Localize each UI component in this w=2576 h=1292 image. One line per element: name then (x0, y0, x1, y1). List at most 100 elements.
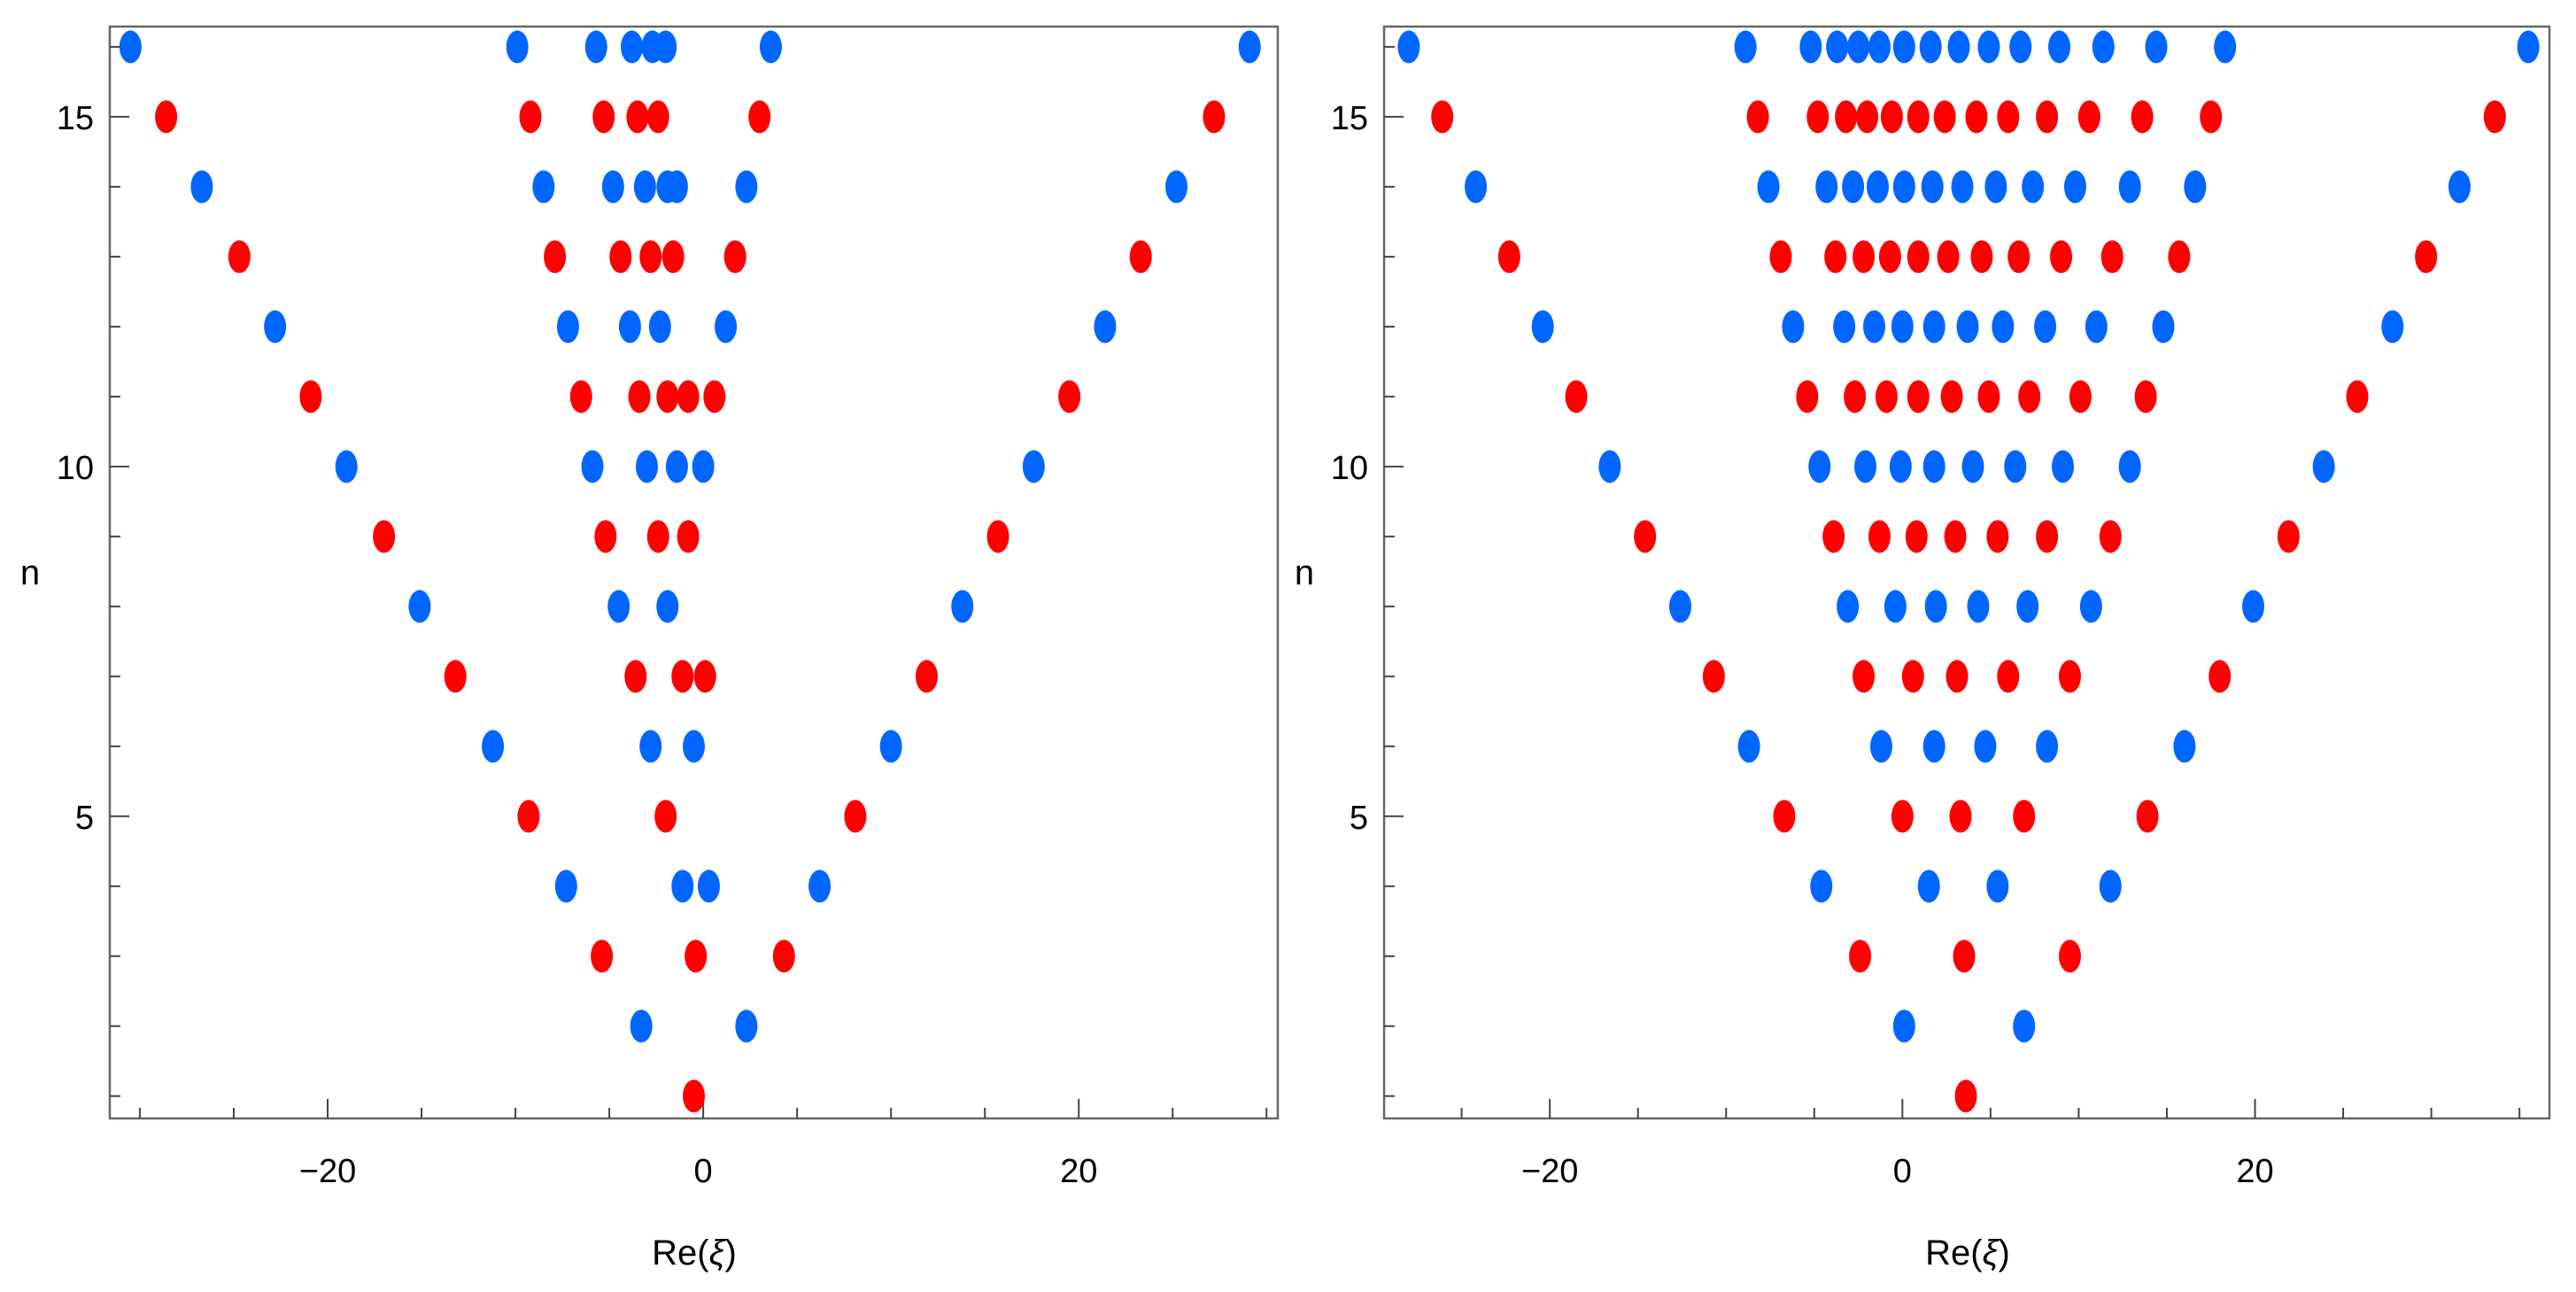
plot-frame-right (1382, 25, 2551, 1120)
data-point (2092, 30, 2115, 64)
data-point (1953, 940, 1976, 973)
data-points-right (1397, 30, 2540, 1113)
data-point (1862, 310, 1885, 344)
data-point (656, 380, 679, 414)
data-point (626, 100, 649, 134)
data-point (2034, 310, 2057, 344)
data-point (656, 590, 679, 623)
data-point (1947, 30, 1970, 64)
data-point (1837, 590, 1860, 623)
data-point (1949, 800, 1972, 833)
data-point (1922, 730, 1946, 763)
data-point (1892, 170, 1915, 204)
data-point (1986, 870, 2009, 903)
data-point (2168, 240, 2191, 274)
data-point (1977, 30, 2000, 64)
data-point (1565, 380, 1588, 414)
data-point (2381, 310, 2404, 344)
data-point (951, 590, 974, 623)
data-point (808, 870, 832, 903)
data-point (1921, 170, 1944, 204)
data-point (2517, 30, 2540, 64)
data-point (1835, 100, 1858, 134)
y-tick-label: 10 (57, 450, 94, 487)
data-point (2004, 450, 2027, 484)
data-point (1919, 30, 1942, 64)
data-point (2013, 800, 2036, 833)
data-point (2063, 170, 2086, 204)
data-point (735, 170, 758, 204)
data-point (2214, 30, 2237, 64)
data-point (1956, 310, 1979, 344)
data-point (1773, 800, 1796, 833)
x-tick-label: −20 (1521, 1153, 1578, 1190)
data-point (1891, 800, 1914, 833)
data-point (648, 310, 671, 344)
data-point (1868, 520, 1891, 553)
data-point (759, 30, 782, 64)
data-point (2009, 30, 2032, 64)
data-point (723, 240, 746, 274)
data-point (2099, 520, 2122, 553)
data-point (693, 660, 716, 693)
data-point (1937, 240, 1960, 274)
data-point (556, 310, 579, 344)
data-point (677, 520, 700, 553)
data-point (2036, 730, 2059, 763)
data-point (2048, 30, 2071, 64)
data-point (1878, 240, 1901, 274)
data-point (2483, 100, 2506, 134)
data-point (654, 30, 677, 64)
data-point (190, 170, 213, 204)
data-point (915, 660, 938, 693)
data-point (2018, 380, 2041, 414)
data-point (1129, 240, 1152, 274)
data-point (1866, 170, 1889, 204)
data-point (635, 450, 658, 484)
data-point (1970, 240, 1993, 274)
x-tick-label: 20 (1060, 1153, 1097, 1190)
data-point (506, 30, 529, 64)
data-point (1856, 100, 1879, 134)
data-point (624, 660, 647, 693)
data-point (519, 100, 542, 134)
x-tick-label: 20 (2236, 1153, 2273, 1190)
data-point (1922, 310, 1946, 344)
data-point (1815, 170, 1838, 204)
data-point (2079, 590, 2102, 623)
data-point (1853, 660, 1876, 693)
data-point (2077, 100, 2100, 134)
data-point (633, 170, 656, 204)
data-point (1782, 310, 1805, 344)
data-point (1796, 380, 1819, 414)
data-point (1164, 170, 1187, 204)
data-point (661, 240, 685, 274)
y-tick-label: 15 (1331, 100, 1368, 137)
data-point (665, 170, 688, 204)
data-point (1967, 590, 1990, 623)
data-point (2200, 100, 2223, 134)
data-point (2013, 1010, 2036, 1043)
data-point (1799, 30, 1822, 64)
data-point (748, 100, 771, 134)
data-point (1907, 100, 1930, 134)
data-point (1702, 660, 1725, 693)
data-point (1907, 240, 1930, 274)
data-point (1238, 30, 1261, 64)
data-point (1810, 870, 1833, 903)
data-point (2277, 520, 2300, 553)
data-point (2152, 310, 2175, 344)
data-point (1847, 30, 1870, 64)
data-point (986, 520, 1010, 553)
data-point (2052, 450, 2075, 484)
data-point (1954, 1079, 1977, 1113)
y-tick-label: 10 (1331, 450, 1368, 487)
data-point (1634, 520, 1657, 553)
data-point (628, 380, 651, 414)
data-point (1737, 730, 1760, 763)
data-point (594, 520, 617, 553)
data-point (639, 730, 662, 763)
data-point (1924, 590, 1947, 623)
y-tick-label: 5 (75, 800, 94, 837)
data-point (630, 1010, 653, 1043)
